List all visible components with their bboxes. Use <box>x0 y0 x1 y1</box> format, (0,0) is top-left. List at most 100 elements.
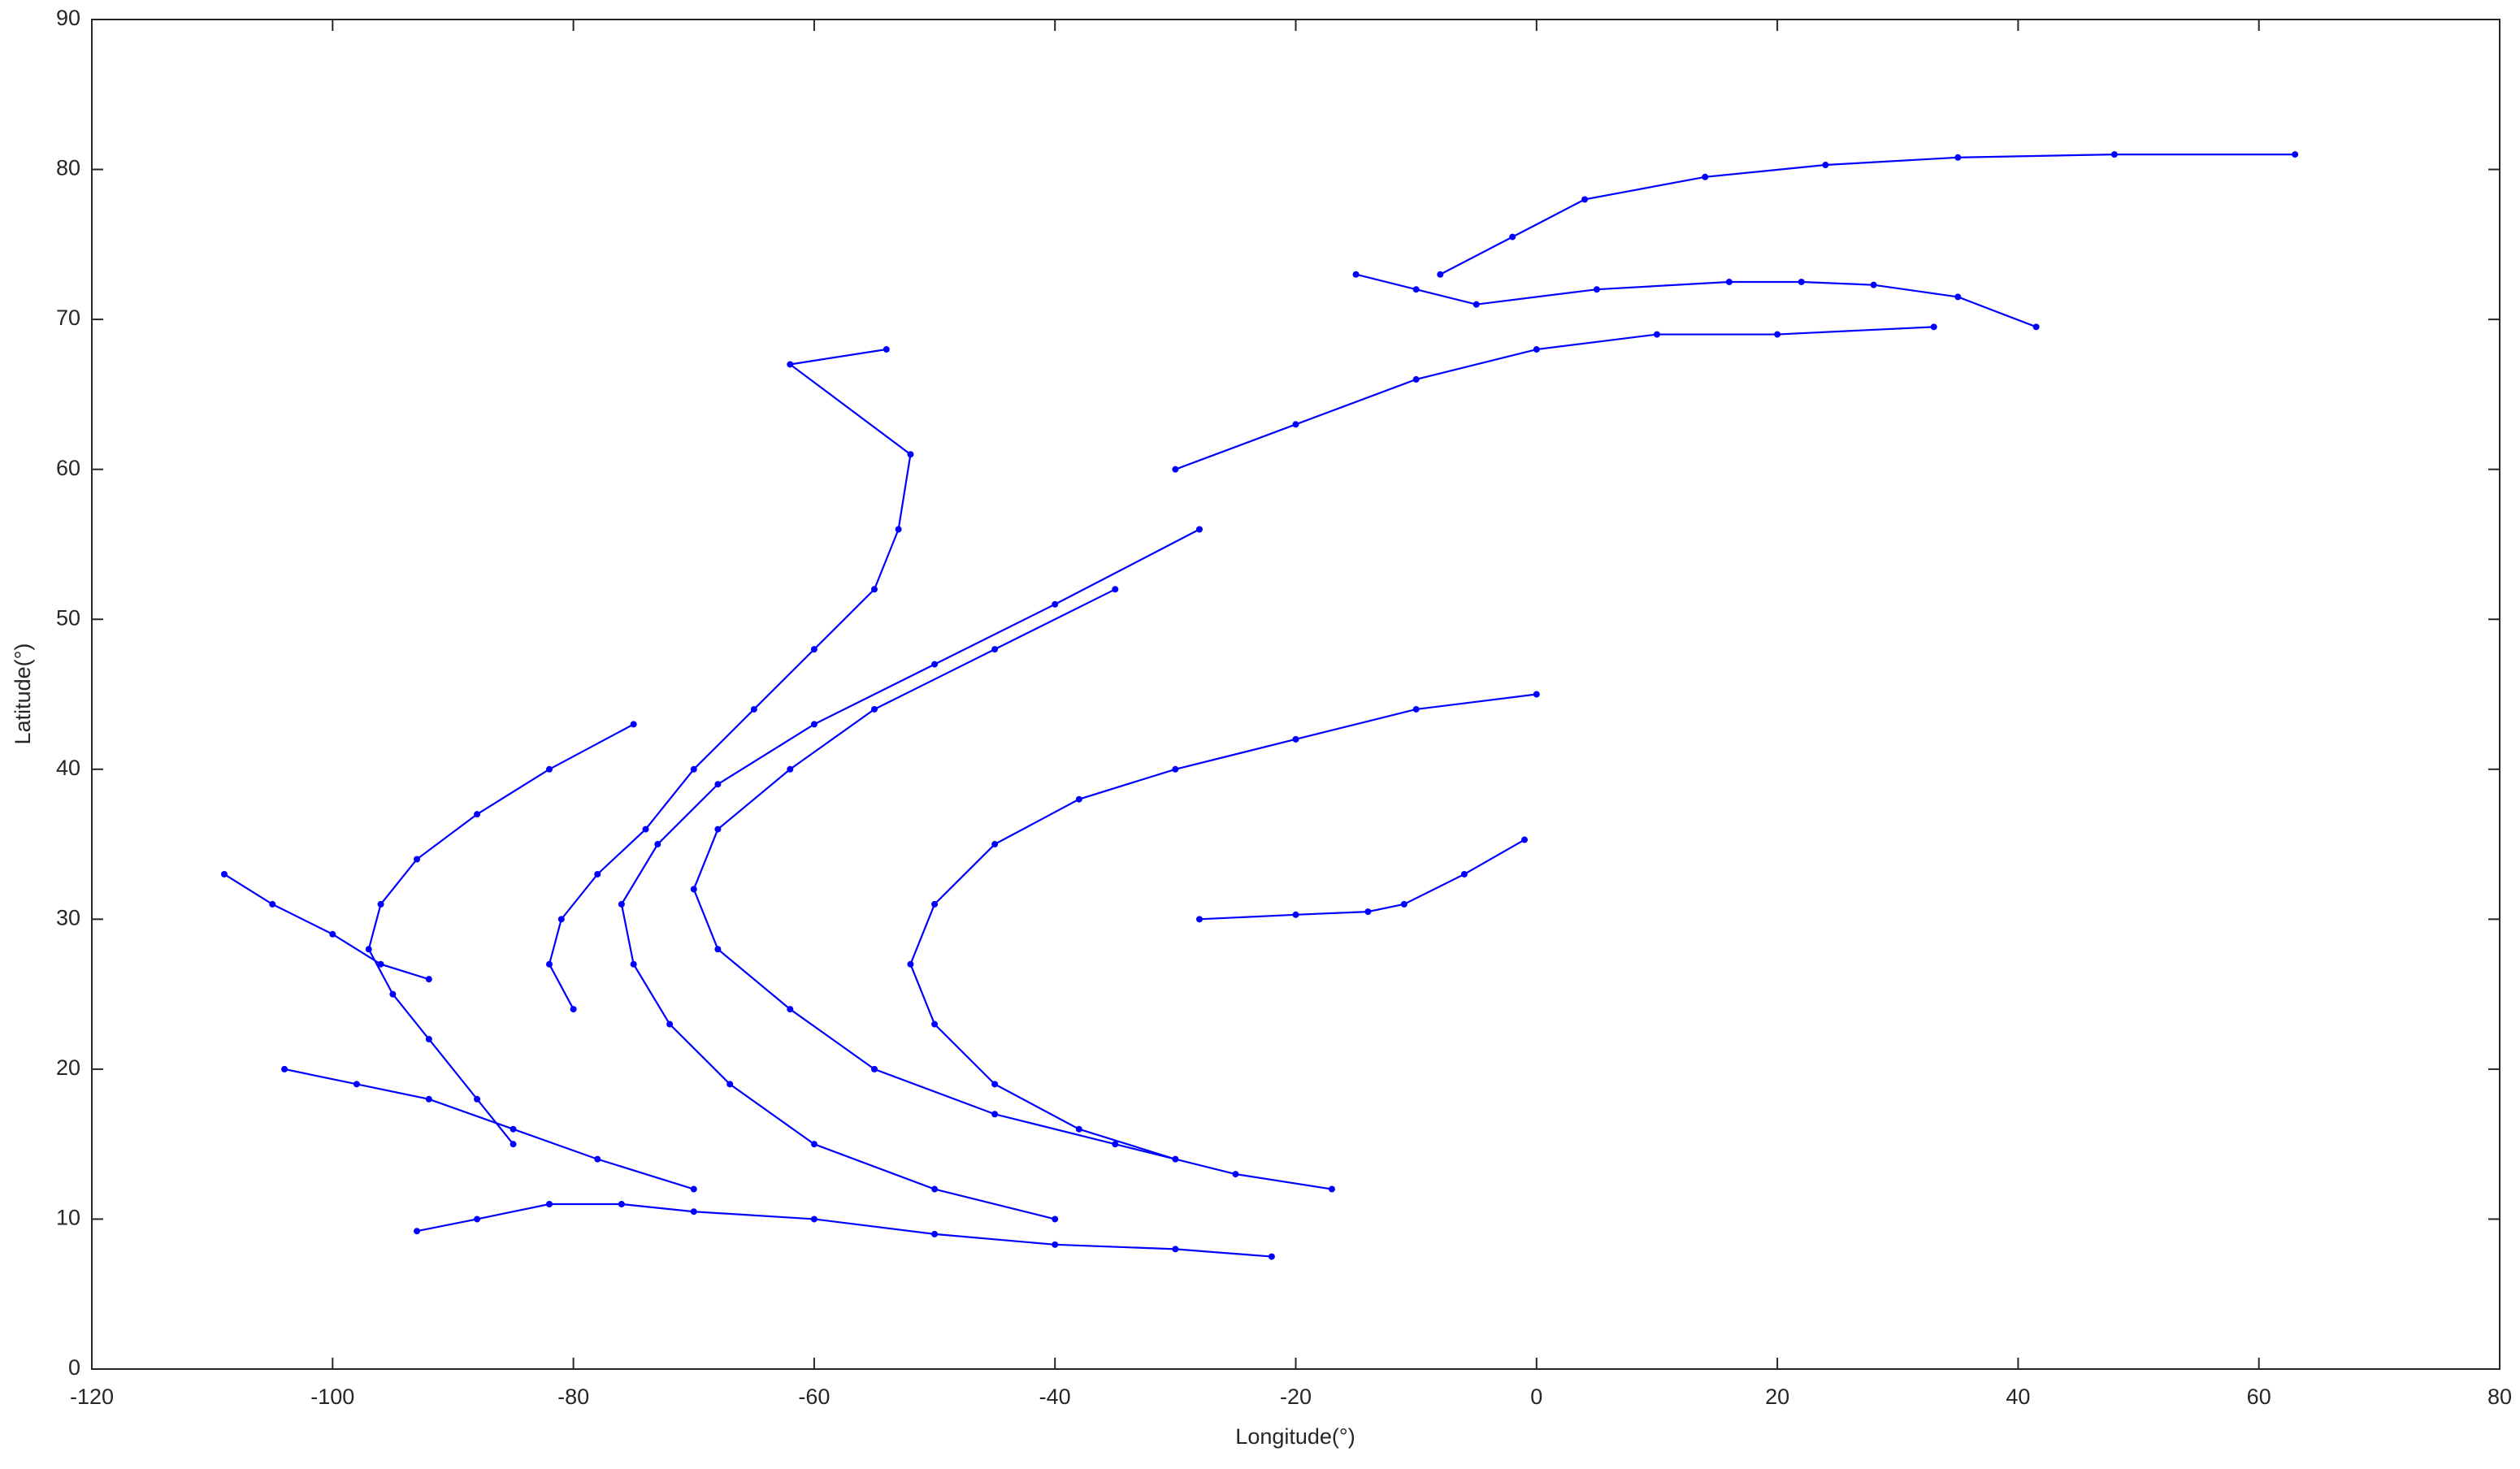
track-point <box>474 1095 481 1103</box>
track-point <box>594 1155 601 1163</box>
track-point <box>810 721 818 728</box>
track-point <box>870 705 878 713</box>
track-point <box>931 1020 939 1028</box>
track-point <box>1328 1185 1335 1193</box>
track-point <box>557 916 565 923</box>
track-point <box>353 1081 360 1088</box>
track-point <box>1052 1216 1059 1223</box>
track-point <box>810 1216 818 1223</box>
track-point <box>787 765 794 773</box>
track-point <box>2032 323 2040 331</box>
x-tick-label: 60 <box>2247 1384 2271 1409</box>
track-point <box>2110 151 2118 158</box>
track-point <box>1195 526 1203 533</box>
track-point <box>414 856 421 863</box>
track-point <box>810 1141 818 1148</box>
track-point <box>545 765 553 773</box>
track-point <box>389 990 397 998</box>
track-point <box>1930 323 1937 331</box>
y-tick-label: 60 <box>56 456 80 480</box>
track-point <box>425 976 432 983</box>
track-point <box>1052 600 1059 608</box>
track-point <box>414 1228 421 1235</box>
track-point <box>1412 286 1420 293</box>
track-point <box>714 826 722 833</box>
track-point <box>510 1125 517 1133</box>
track-point <box>991 841 999 848</box>
track-line <box>1199 838 1525 921</box>
track-point <box>594 870 601 878</box>
track-point <box>1112 586 1119 593</box>
track-point <box>220 870 228 878</box>
x-tick-label: 20 <box>1765 1384 1789 1409</box>
track-point <box>2292 151 2299 158</box>
track-point <box>630 960 637 968</box>
track-point <box>690 886 697 893</box>
track-point <box>1364 908 1372 916</box>
track-point <box>1774 331 1781 338</box>
track-point <box>1412 375 1420 383</box>
y-tick-label: 20 <box>56 1055 80 1080</box>
track-point <box>1172 1155 1179 1163</box>
track-point <box>883 346 890 353</box>
x-tick-label: -120 <box>70 1384 114 1409</box>
track-point <box>1172 1246 1179 1253</box>
track-point <box>269 900 276 908</box>
track-point <box>1437 271 1444 278</box>
track-point <box>666 1020 674 1028</box>
y-tick-label: 40 <box>56 756 80 780</box>
x-axis-label: Longitude(°) <box>1235 1424 1355 1449</box>
track-point <box>787 1006 794 1013</box>
track-point <box>1292 735 1299 743</box>
track-point <box>329 930 336 938</box>
track-point <box>1460 870 1468 878</box>
y-tick-label: 10 <box>56 1206 80 1230</box>
y-axis-label: Latitude(°) <box>11 644 35 745</box>
x-tick-label: -60 <box>798 1384 830 1409</box>
track-point <box>1520 836 1528 843</box>
track-point <box>870 586 878 593</box>
track-point <box>281 1065 288 1072</box>
track-point <box>1798 278 1805 285</box>
x-tick-label: -40 <box>1039 1384 1071 1409</box>
track-point <box>654 841 661 848</box>
track-point <box>1653 331 1660 338</box>
track-point <box>1075 1125 1082 1133</box>
track-point <box>1172 765 1179 773</box>
track-point <box>1400 900 1407 908</box>
track-point <box>714 781 722 788</box>
track-point <box>545 1200 553 1207</box>
track-point <box>1232 1171 1239 1178</box>
track-point <box>425 1035 432 1042</box>
track-point <box>991 1081 999 1088</box>
track-point <box>1509 233 1516 240</box>
track-point <box>1725 278 1733 285</box>
y-tick-label: 30 <box>56 905 80 930</box>
track-line <box>909 693 1537 1160</box>
track-point <box>630 721 637 728</box>
y-tick-label: 50 <box>56 605 80 630</box>
track-point <box>727 1081 734 1088</box>
track-point <box>1581 196 1589 203</box>
track-point <box>750 705 757 713</box>
track-point <box>1195 916 1203 923</box>
track-point <box>931 900 939 908</box>
x-tick-label: 40 <box>2006 1384 2030 1409</box>
track-point <box>810 646 818 653</box>
track-point <box>870 1065 878 1072</box>
track-point <box>991 1111 999 1118</box>
y-tick-label: 90 <box>56 6 80 30</box>
track-point <box>377 960 384 968</box>
track-point <box>510 1141 517 1148</box>
track-point <box>714 946 722 953</box>
track-point <box>787 361 794 368</box>
track-point <box>1473 301 1480 308</box>
y-tick-label: 70 <box>56 306 80 330</box>
track-point <box>1112 1141 1119 1148</box>
track-point <box>365 946 372 953</box>
track-point <box>1702 173 1709 180</box>
track-point <box>1593 286 1600 293</box>
track-point <box>1533 691 1540 698</box>
y-tick-label: 80 <box>56 156 80 180</box>
